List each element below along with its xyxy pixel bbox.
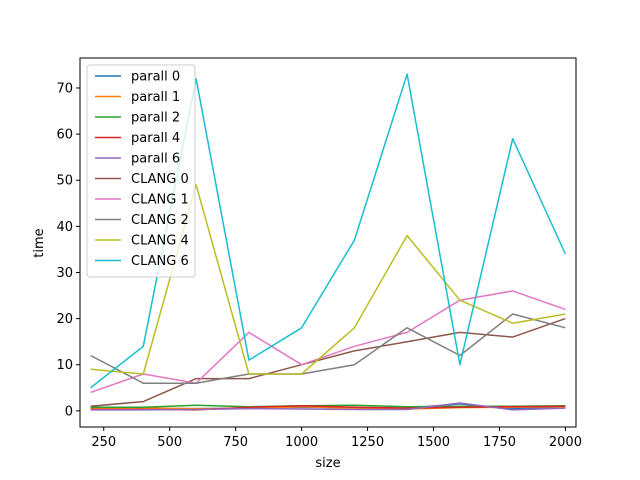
x-tick-label: 2000: [549, 435, 582, 450]
y-axis-ticks: 0 10 20 30 40 50 60 70: [56, 81, 80, 419]
legend-label: parall 0: [131, 70, 180, 85]
series-line-parall-6: [90, 402, 566, 411]
y-axis-label: time: [32, 228, 47, 257]
series-lines: [90, 73, 567, 411]
y-tick-label: 10: [56, 358, 73, 373]
series-line-clang-1: [90, 290, 566, 394]
legend-label: CLANG 4: [131, 234, 189, 249]
legend-label: CLANG 0: [131, 172, 189, 187]
x-tick-label: 1250: [351, 435, 384, 450]
series-line-clang-2: [90, 313, 566, 384]
x-axis-label: size: [315, 456, 340, 471]
y-tick-label: 30: [56, 266, 73, 281]
y-tick-label: 20: [56, 312, 73, 327]
y-tick-label: 40: [56, 220, 73, 235]
x-axis-ticks: 250 500 750 1000 1250 1500 1750 2000: [91, 427, 582, 450]
series-line-clang-4: [90, 184, 566, 375]
legend-label: CLANG 1: [131, 193, 189, 208]
y-tick-label: 60: [56, 128, 73, 143]
x-tick-label: 1750: [483, 435, 516, 450]
y-tick-label: 70: [56, 81, 73, 96]
legend-label: parall 4: [131, 131, 180, 146]
x-tick-label: 500: [157, 435, 182, 450]
legend-label: CLANG 6: [131, 254, 189, 269]
x-tick-label: 1500: [417, 435, 450, 450]
x-tick-label: 1000: [285, 435, 318, 450]
x-tick-label: 250: [91, 435, 116, 450]
legend-box: [86, 64, 196, 278]
x-tick-label: 750: [223, 435, 248, 450]
legend: parall 0 parall 1 parall 2 parall 4 parall 6…: [86, 64, 196, 278]
plot-frame: [79, 57, 577, 428]
legend-label: parall 6: [131, 152, 180, 167]
legend-label: parall 1: [131, 90, 180, 105]
legend-label: CLANG 2: [131, 213, 189, 228]
legend-label: parall 2: [131, 111, 180, 126]
y-tick-label: 50: [56, 174, 73, 189]
y-tick-label: 0: [65, 404, 73, 419]
